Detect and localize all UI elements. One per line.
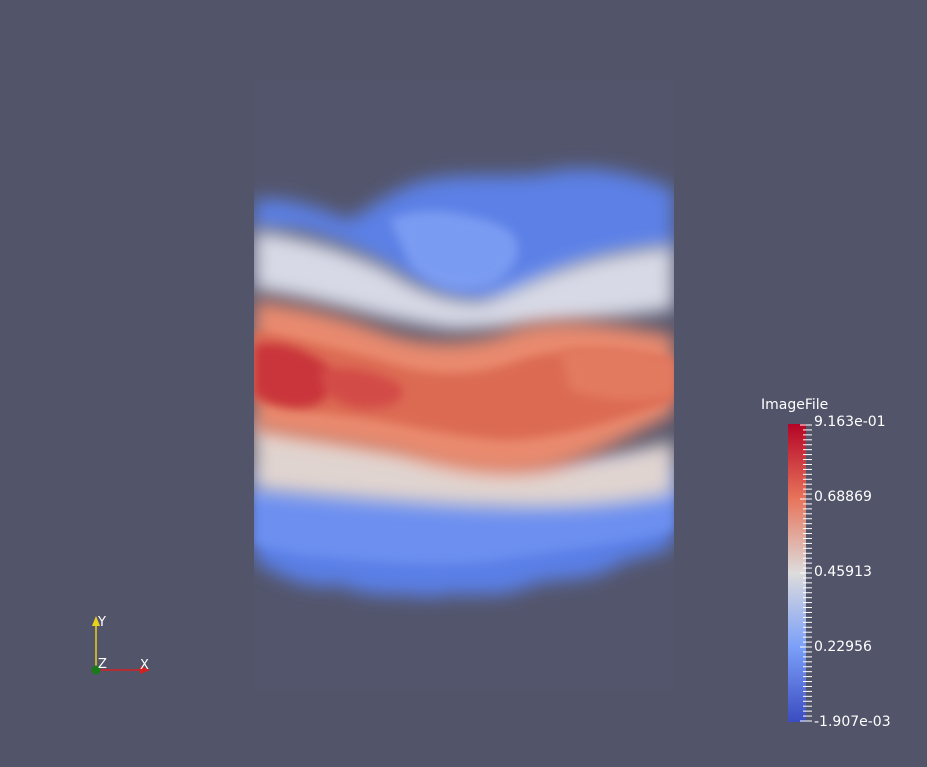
scalar-bar-label-q1: 0.22956 — [814, 639, 872, 655]
axis-label-z: Z — [98, 657, 107, 672]
scalar-bar-title: ImageFile — [761, 397, 829, 413]
scalar-bar-label-max: 9.163e-01 — [814, 414, 886, 430]
scalar-field — [254, 168, 674, 598]
axis-label-x: X — [140, 658, 149, 673]
scalar-bar[interactable] — [786, 424, 814, 724]
orientation-axes-glyph — [91, 616, 150, 675]
axis-label-y: Y — [98, 615, 106, 630]
scalar-bar-label-mid: 0.45913 — [814, 564, 872, 580]
orientation-axes[interactable]: Y Z X — [80, 612, 160, 682]
scalar-bar-label-q3: 0.68869 — [814, 489, 872, 505]
scalar-bar-ticks — [800, 424, 812, 722]
scalar-bar-label-min: -1.907e-03 — [814, 714, 891, 730]
